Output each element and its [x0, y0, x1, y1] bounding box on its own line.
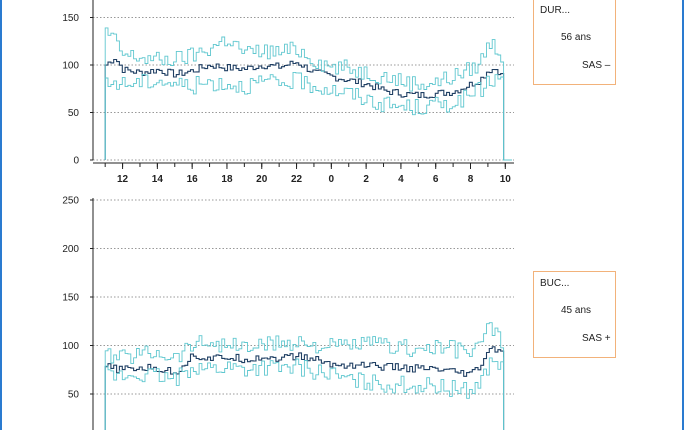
series-line-upper	[104, 322, 505, 430]
y-tick-label: 100	[62, 341, 79, 352]
series-line-median	[104, 58, 512, 161]
series-line-lower	[104, 357, 505, 430]
y-tick-label: 150	[62, 13, 79, 24]
x-tick-label: 10	[500, 174, 512, 185]
y-tick-label: 50	[68, 108, 80, 119]
patient-age: 45 ans	[561, 305, 592, 316]
patient-age: 56 ans	[561, 32, 592, 43]
x-tick-label: 4	[398, 174, 404, 185]
x-tick-label: 12	[117, 174, 129, 185]
y-tick-label: 100	[62, 61, 79, 72]
series-line-median	[104, 346, 505, 430]
y-tick-label: 150	[62, 293, 79, 304]
y-tick-label: 0	[73, 156, 79, 167]
chart-panel-2: 50 100 150 200 250	[62, 196, 514, 430]
x-tick-label: 6	[433, 174, 439, 185]
frame-right-border	[682, 0, 684, 430]
x-tick-label: 8	[468, 174, 474, 185]
x-tick-label: 2	[363, 174, 369, 185]
y-tick-label: 200	[62, 244, 79, 255]
x-tick-label: 20	[256, 174, 268, 185]
patient-box-1: DUR... 56 ans SAS –	[533, 0, 616, 85]
x-tick-label: 18	[221, 174, 233, 185]
series-line-lower	[104, 71, 512, 161]
patient-sas: SAS +	[582, 333, 611, 344]
patient-sas: SAS –	[582, 60, 611, 71]
series-line-upper	[104, 27, 512, 161]
patient-code: BUC...	[540, 278, 570, 289]
y-tick-label: 50	[68, 390, 80, 401]
frame-left-border	[0, 0, 2, 430]
y-tick-label: 250	[62, 196, 79, 207]
patient-code: DUR...	[540, 5, 570, 16]
x-tick-label: 16	[187, 174, 199, 185]
x-tick-label: 22	[291, 174, 303, 185]
x-tick-label: 14	[152, 174, 164, 185]
patient-box-2: BUC... 45 ans SAS +	[533, 271, 616, 358]
chart-panel-1: 0 50 100 150 12 14 16 18 20 22 0 2 4 6 8 10	[62, 0, 514, 185]
x-tick-label: 0	[329, 174, 335, 185]
